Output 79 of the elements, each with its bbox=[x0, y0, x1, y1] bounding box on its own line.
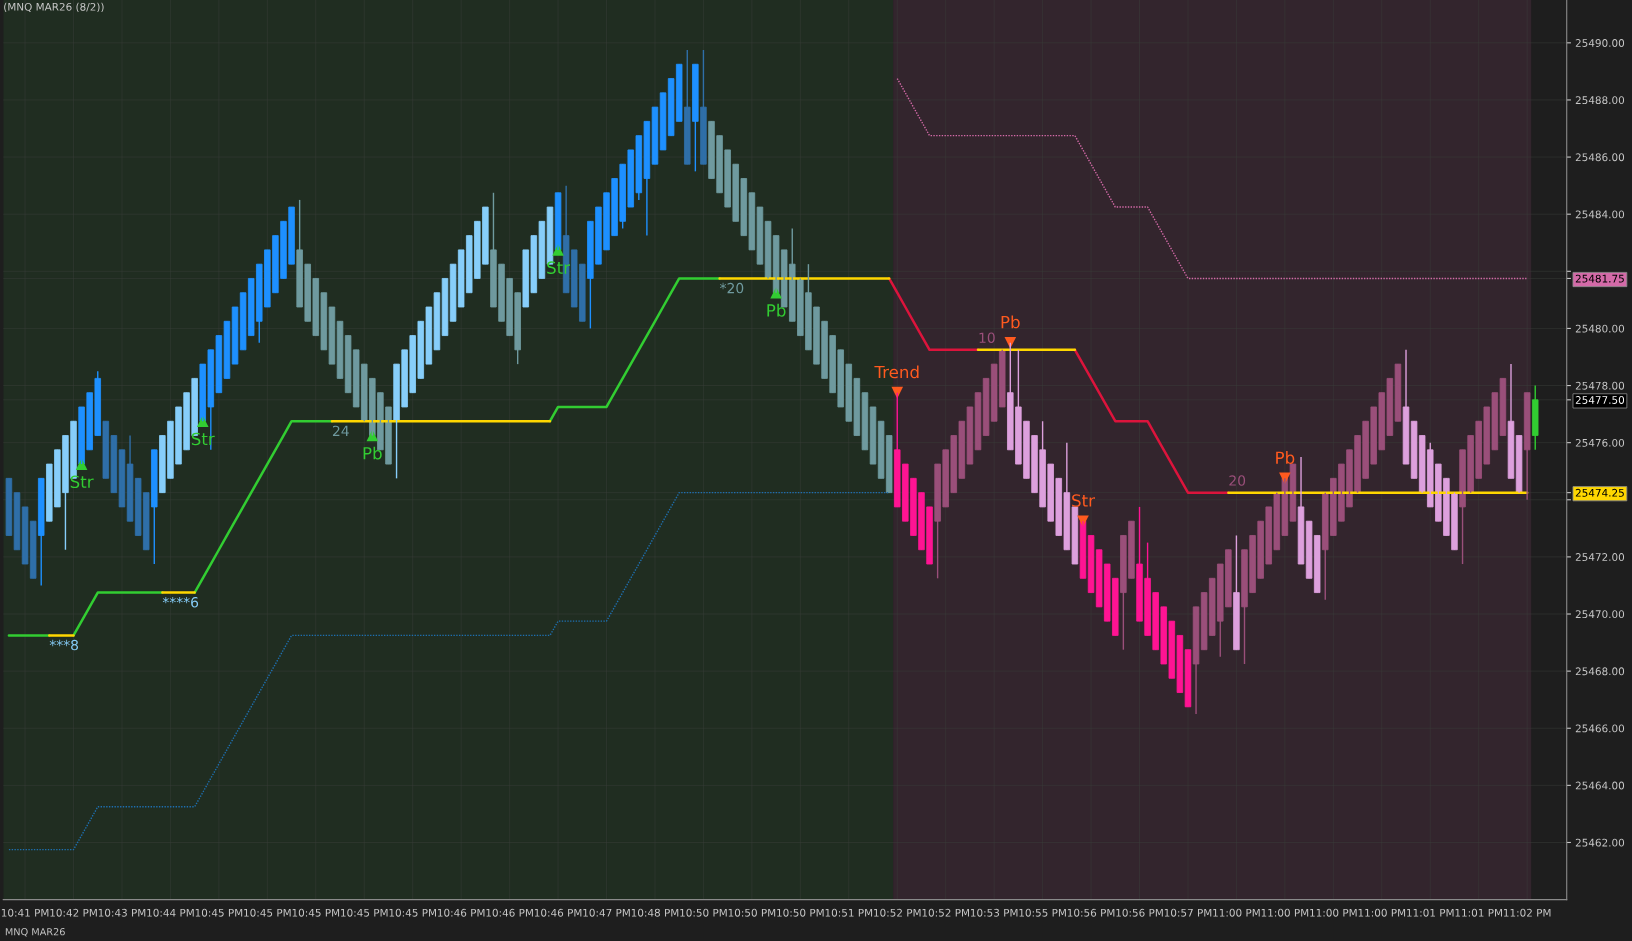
candlestick bbox=[692, 63, 699, 173]
y-tick-label: 25486.00 bbox=[1575, 153, 1625, 162]
candlestick bbox=[118, 449, 126, 508]
annotation: Pb bbox=[1276, 451, 1295, 465]
x-tick-label: 10:55 PM bbox=[1019, 908, 1066, 917]
line-series bbox=[896, 77, 1528, 280]
annotation: *20 bbox=[719, 282, 744, 294]
candlestick bbox=[37, 477, 45, 587]
y-tick-label: 25474.25 bbox=[1575, 488, 1624, 497]
x-tick-label: 10:57 PM bbox=[1164, 908, 1212, 917]
x-tick-label: 10:43 PM bbox=[98, 908, 146, 917]
x-tick-label: 10:45 PM bbox=[195, 908, 243, 917]
y-tick-label: 25490.00 bbox=[1575, 39, 1625, 47]
annotation: 24 bbox=[332, 425, 349, 436]
y-tick-label: 25480.00 bbox=[1575, 324, 1625, 333]
candlestick bbox=[1531, 384, 1539, 451]
candlestick bbox=[684, 49, 691, 165]
annotation: Trend bbox=[874, 365, 919, 379]
x-tick-label: 11:00 PM bbox=[1213, 908, 1260, 917]
y-tick-label: 25476.00 bbox=[1575, 438, 1625, 447]
y-tick-label: 25472.00 bbox=[1575, 553, 1625, 561]
text: MNQ MAR26 bbox=[5, 928, 65, 937]
annotation: Pb bbox=[363, 446, 382, 460]
x-tick-label: 10:53 PM bbox=[971, 908, 1018, 917]
x-tick-label: 10:52 PM bbox=[922, 908, 969, 917]
candlestick bbox=[974, 392, 982, 451]
point bbox=[891, 386, 904, 399]
x-tick-label: 11:01 PM bbox=[1407, 908, 1454, 917]
x-tick-label: 10:48 PM bbox=[631, 908, 679, 917]
annotation: Pb bbox=[767, 303, 786, 317]
x-tick-label: 10:46 PM bbox=[438, 908, 485, 917]
y-tick-label: 25477.50 bbox=[1575, 396, 1625, 404]
annotation: Str bbox=[70, 475, 94, 489]
candlestick bbox=[1233, 534, 1240, 651]
x-tick-label: 10:50 PM bbox=[680, 908, 727, 917]
annotation: Pb bbox=[1001, 315, 1020, 329]
x-tick-label: 11:00 PM bbox=[1358, 908, 1406, 917]
y-tick-label: 25481.75 bbox=[1575, 274, 1624, 283]
x-tick-label: 10:56 PM bbox=[1116, 908, 1163, 917]
x-tick-label: 10:41 PM bbox=[1, 908, 49, 917]
y-tick-label: 25470.00 bbox=[1575, 610, 1625, 619]
x-tick-label: 11:00 PM bbox=[1310, 908, 1357, 917]
annotation: 20 bbox=[1229, 475, 1246, 486]
x-tick-label: 11:01 PM bbox=[1455, 908, 1502, 917]
annotation: 10 bbox=[979, 332, 995, 343]
y-tick-label: 25468.00 bbox=[1575, 667, 1625, 676]
x-tick-label: 10:45 PM bbox=[389, 908, 436, 917]
annotation: Str bbox=[1072, 494, 1095, 507]
x-tick-label: 10:45 PM bbox=[244, 908, 291, 917]
x-tick-label: 10:52 PM bbox=[874, 908, 921, 917]
candlestick bbox=[700, 49, 707, 165]
candlestick bbox=[151, 449, 158, 565]
x-tick-label: 10:51 PM bbox=[825, 908, 873, 917]
x-tick-label: 10:50 PM bbox=[777, 908, 824, 917]
x-tick-label: 10:45 PM bbox=[341, 908, 388, 917]
point bbox=[75, 458, 88, 470]
y-tick-label: 25484.00 bbox=[1575, 210, 1625, 219]
x-tick-label: 10:46 PM bbox=[534, 908, 582, 917]
point bbox=[196, 415, 209, 428]
x-tick-label: 10:45 PM bbox=[292, 908, 340, 917]
x-tick-label: 10:46 PM bbox=[486, 908, 533, 917]
candlestick bbox=[869, 406, 877, 465]
x-tick-label: 10:50 PM bbox=[728, 908, 776, 917]
y-tick-label: 25466.00 bbox=[1575, 724, 1625, 733]
annotation: ***8 bbox=[49, 639, 79, 651]
y-tick-label: 25488.00 bbox=[1575, 96, 1625, 105]
x-tick-label: 10:44 PM bbox=[147, 908, 194, 917]
chart-title: (MNQ MAR26 (8/2)) bbox=[4, 2, 104, 12]
y-tick-label: 25478.00 bbox=[1575, 381, 1625, 390]
line-series bbox=[8, 491, 890, 851]
point bbox=[1004, 336, 1017, 349]
x-tick-label: 10:47 PM bbox=[583, 908, 630, 917]
x-tick-label: 11:02 PM bbox=[1503, 908, 1551, 917]
x-tick-label: 10:56 PM bbox=[1067, 908, 1115, 917]
annotation: ****6 bbox=[162, 597, 199, 608]
x-tick-label: 11:00 PM bbox=[1261, 908, 1309, 917]
y-tick-label: 25462.00 bbox=[1575, 838, 1625, 847]
y-tick-label: 25464.00 bbox=[1575, 781, 1625, 790]
x-tick-label: 10:42 PM bbox=[50, 908, 97, 917]
